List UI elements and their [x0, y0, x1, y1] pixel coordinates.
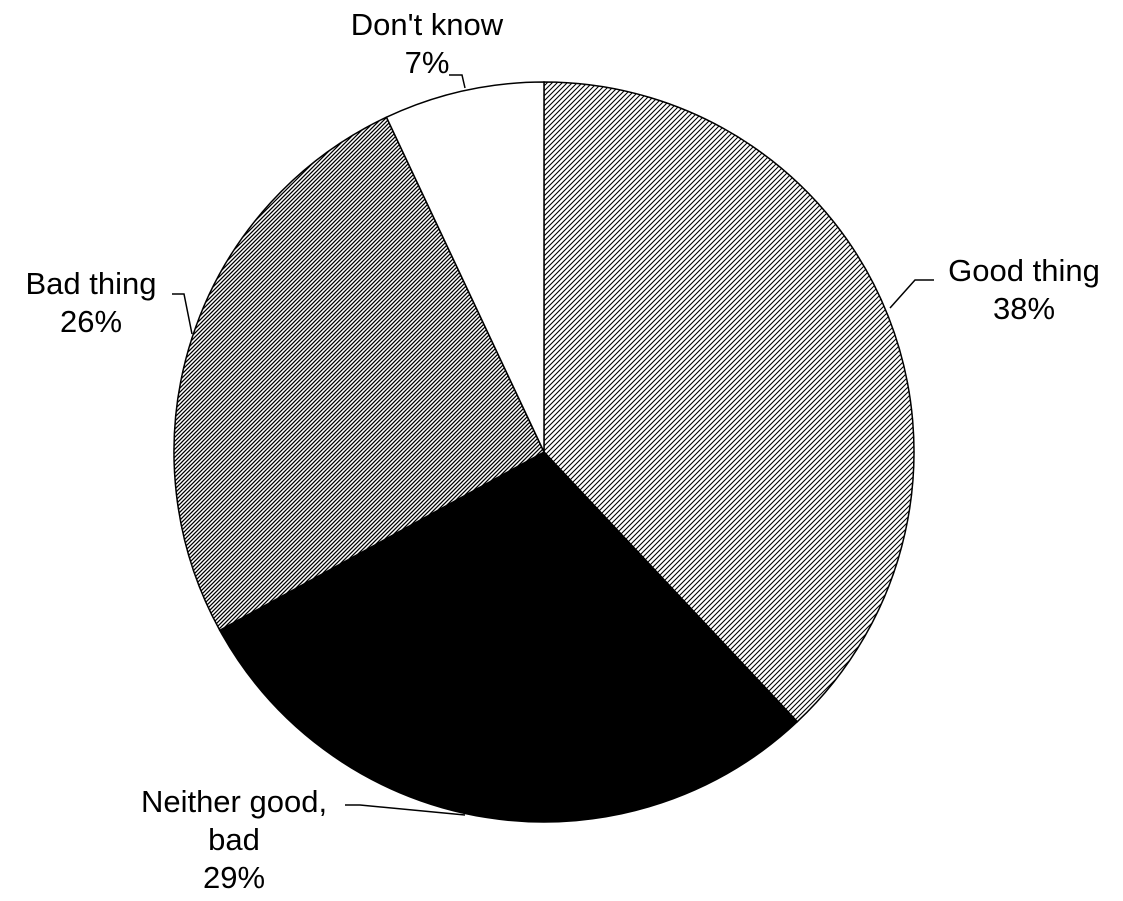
- label-neither-good-bad: Neither good, bad 29%: [141, 784, 327, 895]
- label-dont-know-line: Don't know: [351, 7, 504, 42]
- label-good-thing-line: Good thing: [948, 253, 1100, 288]
- pie-slices: [173, 81, 915, 823]
- label-bad-thing: Bad thing 26%: [26, 266, 157, 339]
- label-dont-know-line: 7%: [405, 45, 450, 80]
- slice-dont-know: [385, 81, 545, 453]
- label-bad-thing-line: Bad thing: [26, 266, 157, 301]
- leader-lines: [172, 74, 934, 816]
- label-good-thing-line: 38%: [993, 291, 1055, 326]
- slice-good-thing: [543, 81, 915, 723]
- slice-bad-thing: [173, 116, 545, 632]
- label-neither-good-bad-line: bad: [208, 822, 260, 857]
- slice-neither-good-bad: [218, 451, 799, 823]
- slice-good-thing-leader-line: [889, 279, 934, 309]
- label-neither-good-bad-line: 29%: [203, 860, 265, 895]
- slice-neither-good-bad-leader-line: [345, 804, 466, 816]
- label-neither-good-bad-line: Neither good,: [141, 784, 327, 819]
- slice-bad-thing-leader-line: [172, 293, 193, 335]
- label-bad-thing-line: 26%: [60, 304, 122, 339]
- label-good-thing: Good thing 38%: [948, 253, 1100, 326]
- label-dont-know: Don't know 7%: [351, 7, 504, 80]
- slice-dont-know-leader-line: [449, 74, 466, 89]
- slice-labels: Good thing 38% Neither good, bad 29% Bad thin…: [26, 7, 1100, 895]
